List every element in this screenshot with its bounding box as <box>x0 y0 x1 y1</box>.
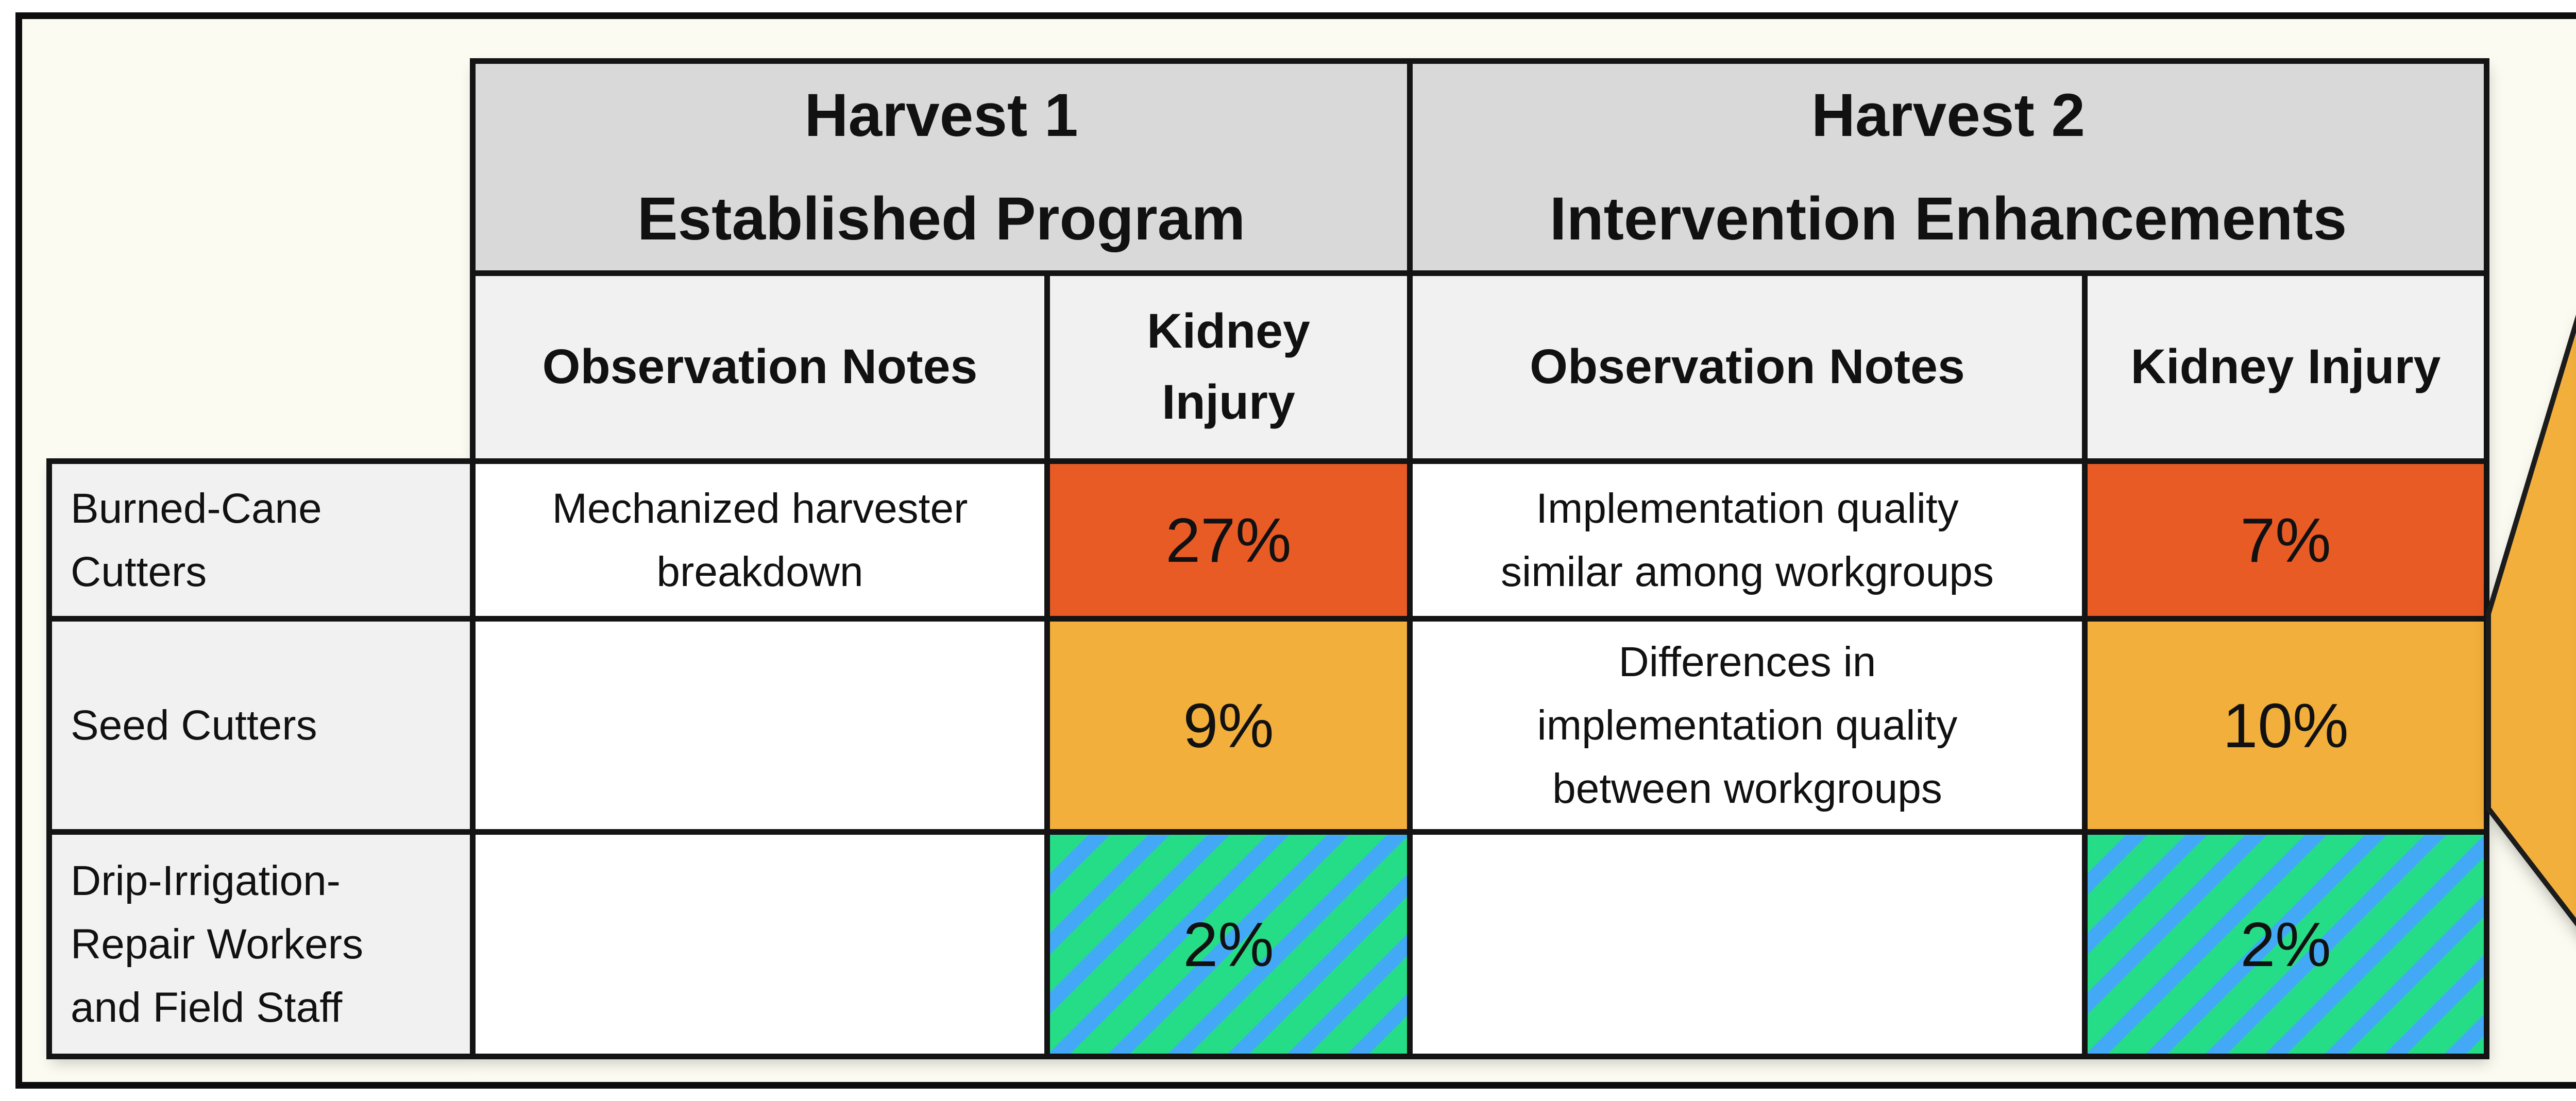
h2-injury-burned-cane: 7% <box>2082 458 2489 622</box>
h1-notes-seed-cutters <box>470 616 1050 835</box>
h1-injury-burned-cane: 27% <box>1044 458 1413 622</box>
h1-injury-drip-irrigation: 2% <box>1044 829 1413 1060</box>
harvest-header-row: Harvest 1 Established Program Harvest 2 … <box>49 58 2489 277</box>
h2-notes-drip-irrigation <box>1407 829 2088 1060</box>
subheader-h2-kidney-injury: Kidney Injury <box>2082 270 2489 465</box>
h2-injury-seed-cutters: 10% <box>2082 616 2489 835</box>
row-label-drip-irrigation: Drip-Irrigation- Repair Workers and Fiel… <box>46 829 476 1060</box>
row-label-seed-cutters: Seed Cutters <box>46 616 476 835</box>
table-row-drip-irrigation: Drip-Irrigation- Repair Workers and Fiel… <box>46 829 2489 1060</box>
header-harvest-2: Harvest 2 Intervention Enhancements <box>1407 58 2489 277</box>
header-harvest-1: Harvest 1 Established Program <box>470 58 1413 277</box>
table-row-seed-cutters: Seed Cutters 9% Differences in implement… <box>46 616 2489 835</box>
subheader-h1-observation-notes: Observation Notes <box>470 270 1050 465</box>
subheader-h1-kidney-injury: Kidney Injury <box>1044 270 1413 465</box>
h2-injury-drip-irrigation: 2% <box>2082 829 2489 1060</box>
row-label-burned-cane-cutters: Burned-Cane Cutters <box>46 458 476 622</box>
table-row-burned-cane-cutters: Burned-Cane Cutters Mechanized harvester… <box>46 458 2489 622</box>
subheader-row: Observation Notes Kidney Injury Observat… <box>49 270 2489 465</box>
h1-notes-drip-irrigation <box>470 829 1050 1060</box>
h1-notes-burned-cane: Mechanized harvester breakdown <box>470 458 1050 622</box>
main-table: Harvest 1 Established Program Harvest 2 … <box>46 58 2489 1060</box>
h1-injury-seed-cutters: 9% <box>1044 616 1413 835</box>
h2-notes-burned-cane: Implementation quality similar among wor… <box>1407 458 2088 622</box>
subheader-h2-observation-notes: Observation Notes <box>1407 270 2088 465</box>
h2-notes-seed-cutters: Differences in implementation quality be… <box>1407 616 2088 835</box>
